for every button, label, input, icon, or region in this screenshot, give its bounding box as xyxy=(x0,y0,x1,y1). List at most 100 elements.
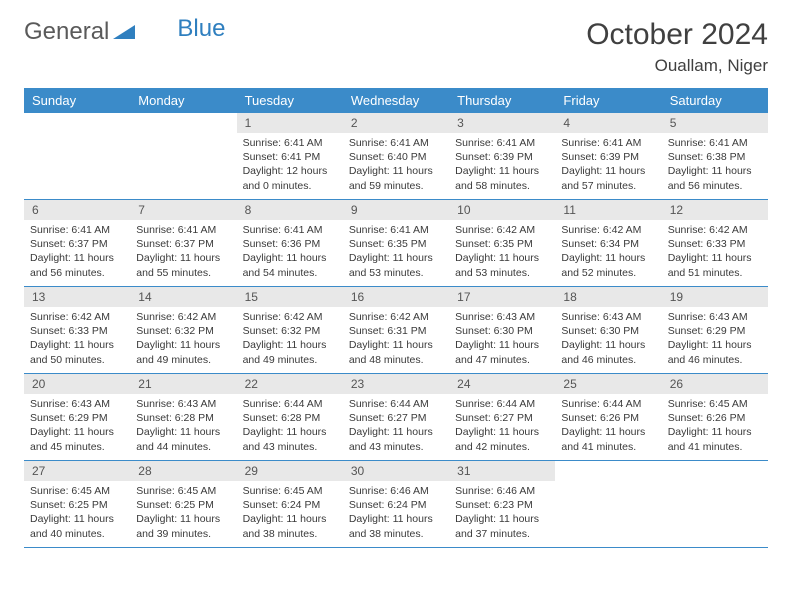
sunrise-text: Sunrise: 6:42 AM xyxy=(30,310,124,324)
location-label: Ouallam, Niger xyxy=(586,56,768,76)
sunrise-text: Sunrise: 6:41 AM xyxy=(349,136,443,150)
day-number: 11 xyxy=(555,200,661,220)
day-cell: 27Sunrise: 6:45 AMSunset: 6:25 PMDayligh… xyxy=(24,461,130,547)
day-details: Sunrise: 6:44 AMSunset: 6:28 PMDaylight:… xyxy=(237,394,343,460)
sunrise-text: Sunrise: 6:41 AM xyxy=(561,136,655,150)
weekday-monday: Monday xyxy=(130,88,236,113)
day-number: 19 xyxy=(662,287,768,307)
sunset-text: Sunset: 6:24 PM xyxy=(349,498,443,512)
day-cell: 28Sunrise: 6:45 AMSunset: 6:25 PMDayligh… xyxy=(130,461,236,547)
daylight-text: Daylight: 11 hours and 53 minutes. xyxy=(349,251,443,279)
day-number: 1 xyxy=(237,113,343,133)
sunrise-text: Sunrise: 6:46 AM xyxy=(349,484,443,498)
day-cell: 23Sunrise: 6:44 AMSunset: 6:27 PMDayligh… xyxy=(343,374,449,460)
weekday-header: Sunday Monday Tuesday Wednesday Thursday… xyxy=(24,88,768,113)
day-details: Sunrise: 6:44 AMSunset: 6:27 PMDaylight:… xyxy=(449,394,555,460)
sunset-text: Sunset: 6:35 PM xyxy=(455,237,549,251)
day-details: Sunrise: 6:41 AMSunset: 6:40 PMDaylight:… xyxy=(343,133,449,199)
sunset-text: Sunset: 6:27 PM xyxy=(455,411,549,425)
day-number: 29 xyxy=(237,461,343,481)
day-details: Sunrise: 6:45 AMSunset: 6:25 PMDaylight:… xyxy=(24,481,130,547)
day-cell: 3Sunrise: 6:41 AMSunset: 6:39 PMDaylight… xyxy=(449,113,555,199)
sunrise-text: Sunrise: 6:41 AM xyxy=(455,136,549,150)
daylight-text: Daylight: 11 hours and 46 minutes. xyxy=(668,338,762,366)
day-number: 26 xyxy=(662,374,768,394)
day-details: Sunrise: 6:43 AMSunset: 6:29 PMDaylight:… xyxy=(24,394,130,460)
sunrise-text: Sunrise: 6:41 AM xyxy=(243,136,337,150)
sunrise-text: Sunrise: 6:41 AM xyxy=(243,223,337,237)
sunset-text: Sunset: 6:32 PM xyxy=(136,324,230,338)
daylight-text: Daylight: 11 hours and 49 minutes. xyxy=(243,338,337,366)
weekday-friday: Friday xyxy=(555,88,661,113)
daylight-text: Daylight: 11 hours and 46 minutes. xyxy=(561,338,655,366)
week-row: 6Sunrise: 6:41 AMSunset: 6:37 PMDaylight… xyxy=(24,200,768,287)
day-details: Sunrise: 6:41 AMSunset: 6:37 PMDaylight:… xyxy=(24,220,130,286)
day-number: 22 xyxy=(237,374,343,394)
day-cell: 17Sunrise: 6:43 AMSunset: 6:30 PMDayligh… xyxy=(449,287,555,373)
day-number: 14 xyxy=(130,287,236,307)
daylight-text: Daylight: 11 hours and 40 minutes. xyxy=(30,512,124,540)
daylight-text: Daylight: 11 hours and 57 minutes. xyxy=(561,164,655,192)
sunset-text: Sunset: 6:39 PM xyxy=(561,150,655,164)
day-number: 28 xyxy=(130,461,236,481)
daylight-text: Daylight: 11 hours and 53 minutes. xyxy=(455,251,549,279)
sunrise-text: Sunrise: 6:42 AM xyxy=(136,310,230,324)
day-number: 4 xyxy=(555,113,661,133)
header: General Blue October 2024 Ouallam, Niger xyxy=(24,18,768,76)
sunset-text: Sunset: 6:30 PM xyxy=(561,324,655,338)
day-cell: 19Sunrise: 6:43 AMSunset: 6:29 PMDayligh… xyxy=(662,287,768,373)
day-cell: 15Sunrise: 6:42 AMSunset: 6:32 PMDayligh… xyxy=(237,287,343,373)
sunset-text: Sunset: 6:29 PM xyxy=(30,411,124,425)
weekday-thursday: Thursday xyxy=(449,88,555,113)
day-details: Sunrise: 6:41 AMSunset: 6:38 PMDaylight:… xyxy=(662,133,768,199)
day-cell: 8Sunrise: 6:41 AMSunset: 6:36 PMDaylight… xyxy=(237,200,343,286)
logo-text-general: General xyxy=(24,18,109,46)
sunrise-text: Sunrise: 6:43 AM xyxy=(30,397,124,411)
day-details: Sunrise: 6:41 AMSunset: 6:41 PMDaylight:… xyxy=(237,133,343,199)
day-details: Sunrise: 6:45 AMSunset: 6:24 PMDaylight:… xyxy=(237,481,343,547)
day-details: Sunrise: 6:41 AMSunset: 6:37 PMDaylight:… xyxy=(130,220,236,286)
day-number: 23 xyxy=(343,374,449,394)
sunset-text: Sunset: 6:30 PM xyxy=(455,324,549,338)
sunrise-text: Sunrise: 6:43 AM xyxy=(455,310,549,324)
sunset-text: Sunset: 6:34 PM xyxy=(561,237,655,251)
day-number: 20 xyxy=(24,374,130,394)
sunset-text: Sunset: 6:29 PM xyxy=(668,324,762,338)
daylight-text: Daylight: 12 hours and 0 minutes. xyxy=(243,164,337,192)
sunset-text: Sunset: 6:39 PM xyxy=(455,150,549,164)
sunrise-text: Sunrise: 6:43 AM xyxy=(136,397,230,411)
sunrise-text: Sunrise: 6:42 AM xyxy=(455,223,549,237)
day-cell: 6Sunrise: 6:41 AMSunset: 6:37 PMDaylight… xyxy=(24,200,130,286)
day-details: Sunrise: 6:43 AMSunset: 6:29 PMDaylight:… xyxy=(662,307,768,373)
daylight-text: Daylight: 11 hours and 54 minutes. xyxy=(243,251,337,279)
logo: General Blue xyxy=(24,18,225,46)
day-cell: 24Sunrise: 6:44 AMSunset: 6:27 PMDayligh… xyxy=(449,374,555,460)
sunset-text: Sunset: 6:37 PM xyxy=(30,237,124,251)
sunset-text: Sunset: 6:37 PM xyxy=(136,237,230,251)
day-cell: 4 Sunrise: 6:41 AMSunset: 6:39 PMDaylight… xyxy=(555,113,661,199)
week-row: 27Sunrise: 6:45 AMSunset: 6:25 PMDayligh… xyxy=(24,461,768,548)
sunrise-text: Sunrise: 6:44 AM xyxy=(349,397,443,411)
day-details: Sunrise: 6:42 AMSunset: 6:34 PMDaylight:… xyxy=(555,220,661,286)
day-cell: 22Sunrise: 6:44 AMSunset: 6:28 PMDayligh… xyxy=(237,374,343,460)
day-cell: 13Sunrise: 6:42 AMSunset: 6:33 PMDayligh… xyxy=(24,287,130,373)
day-cell: 14Sunrise: 6:42 AMSunset: 6:32 PMDayligh… xyxy=(130,287,236,373)
day-cell: 1Sunrise: 6:41 AMSunset: 6:41 PMDaylight… xyxy=(237,113,343,199)
day-details: Sunrise: 6:42 AMSunset: 6:32 PMDaylight:… xyxy=(130,307,236,373)
sunset-text: Sunset: 6:28 PM xyxy=(136,411,230,425)
day-cell: 9Sunrise: 6:41 AMSunset: 6:35 PMDaylight… xyxy=(343,200,449,286)
day-details: Sunrise: 6:41 AMSunset: 6:36 PMDaylight:… xyxy=(237,220,343,286)
sunset-text: Sunset: 6:38 PM xyxy=(668,150,762,164)
page-title: October 2024 xyxy=(586,18,768,52)
day-details: Sunrise: 6:45 AMSunset: 6:25 PMDaylight:… xyxy=(130,481,236,547)
sunset-text: Sunset: 6:36 PM xyxy=(243,237,337,251)
day-details: Sunrise: 6:46 AMSunset: 6:23 PMDaylight:… xyxy=(449,481,555,547)
day-cell: 21Sunrise: 6:43 AMSunset: 6:28 PMDayligh… xyxy=(130,374,236,460)
day-number: 27 xyxy=(24,461,130,481)
day-cell: 2Sunrise: 6:41 AMSunset: 6:40 PMDaylight… xyxy=(343,113,449,199)
day-cell: 31Sunrise: 6:46 AMSunset: 6:23 PMDayligh… xyxy=(449,461,555,547)
week-row: 13Sunrise: 6:42 AMSunset: 6:33 PMDayligh… xyxy=(24,287,768,374)
day-cell: 7Sunrise: 6:41 AMSunset: 6:37 PMDaylight… xyxy=(130,200,236,286)
sunset-text: Sunset: 6:23 PM xyxy=(455,498,549,512)
week-row: 1Sunrise: 6:41 AMSunset: 6:41 PMDaylight… xyxy=(24,113,768,200)
